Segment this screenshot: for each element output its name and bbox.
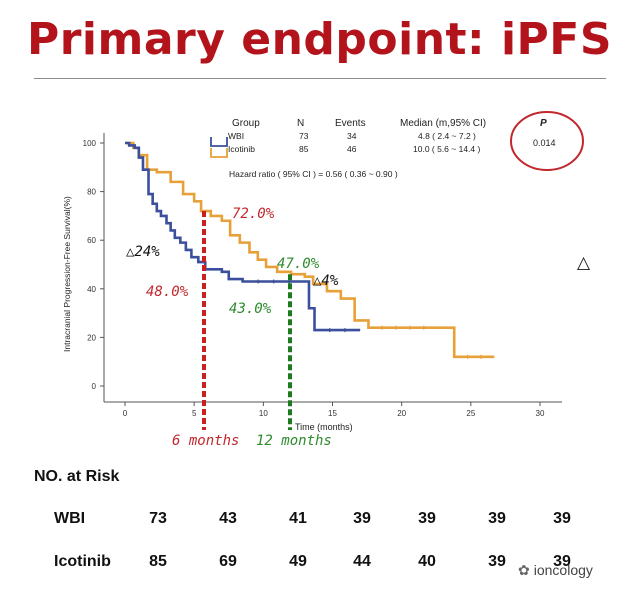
risk-value: 49: [289, 553, 307, 570]
y-tick-label: 100: [83, 139, 97, 148]
legend-icotinib-swatch: [210, 148, 228, 158]
risk-row-wbi: WBI 73 43 41 39 39 39 39: [0, 510, 639, 530]
delta-6m: △24%: [126, 244, 160, 260]
y-tick-label: 80: [87, 188, 96, 197]
wbi-survival-curve: [125, 141, 361, 332]
risk-value: 39: [488, 553, 506, 570]
title-divider: [34, 78, 606, 79]
y-tick-label: 0: [92, 382, 97, 391]
table-row-icotinib-group: Icotinib: [228, 144, 255, 154]
y-tick-label: 20: [87, 333, 96, 342]
wechat-icon: ✿: [518, 562, 530, 578]
stats-table: Group N Events Median (m,95% CI) P WBI 7…: [210, 111, 584, 179]
six-months-label: 6 months: [172, 433, 239, 449]
x-tick-label: 20: [397, 409, 406, 418]
table-header-median: Median (m,95% CI): [400, 118, 486, 129]
x-tick-label: 10: [259, 409, 268, 418]
x-tick-label: 5: [192, 409, 197, 418]
table-row-wbi-median: 4.8 ( 2.4 ~ 7.2 ): [418, 131, 476, 141]
risk-value: 73: [149, 510, 167, 527]
wbi-6m-value: 48.0%: [146, 284, 189, 300]
p-value-circle: [510, 111, 584, 171]
risk-value: 85: [149, 553, 167, 570]
table-row-wbi-n: 73: [299, 131, 309, 141]
y-tick-label: 60: [87, 236, 96, 245]
delta-12m: △4%: [313, 273, 339, 289]
risk-value: 69: [219, 553, 237, 570]
triangle-marker: △: [577, 253, 591, 273]
table-row-icotinib-median: 10.0 ( 5.6 ~ 14.4 ): [413, 144, 481, 154]
x-tick-label: 30: [536, 409, 545, 418]
table-row-icotinib-events: 46: [347, 144, 357, 154]
y-axis-label: Intracranial Progression-Free Survival(%…: [62, 196, 72, 352]
p-value: 0.014: [533, 138, 556, 148]
watermark: ✿ ioncology: [518, 562, 593, 579]
risk-row-label: Icotinib: [54, 553, 111, 570]
x-tick-label: 15: [328, 409, 337, 418]
table-header-n: N: [297, 118, 304, 129]
x-tick-label: 25: [466, 409, 475, 418]
risk-value: 43: [219, 510, 237, 527]
x-ticks: 0 5 10 15 20 25 30: [123, 402, 545, 418]
risk-value: 39: [418, 510, 436, 527]
twelve-months-label: 12 months: [256, 433, 332, 449]
icotinib-survival-curve: [125, 141, 495, 359]
table-row-icotinib-n: 85: [299, 144, 309, 154]
icotinib-6m-value: 72.0%: [232, 206, 275, 222]
risk-value: 40: [418, 553, 436, 570]
risk-table-heading: NO. at Risk: [34, 468, 120, 485]
table-row-wbi-group: WBI: [228, 131, 244, 141]
annotations: 72.0% 48.0% △24% 47.0% 43.0% △4% 6 month…: [126, 206, 339, 449]
risk-value: 41: [289, 510, 307, 527]
y-tick-label: 40: [87, 285, 96, 294]
table-header-group: Group: [232, 118, 260, 129]
table-header-p: P: [540, 118, 547, 129]
x-axis-label: Time (months): [295, 422, 353, 432]
risk-value: 39: [553, 553, 571, 570]
table-row-wbi-events: 34: [347, 131, 357, 141]
slide-title: Primary endpoint: iPFS: [26, 14, 613, 65]
watermark-text: ioncology: [533, 562, 593, 578]
risk-row-label: WBI: [54, 510, 86, 527]
legend-wbi-swatch: [210, 137, 228, 147]
censor-marks: [257, 279, 482, 359]
x-tick-label: 0: [123, 409, 128, 418]
hazard-ratio-text: Hazard ratio ( 95% CI ) = 0.56 ( 0.36 ~ …: [229, 169, 398, 179]
risk-value: 39: [488, 510, 506, 527]
risk-value: 44: [353, 553, 371, 570]
risk-value: 39: [353, 510, 371, 527]
wbi-12m-value: 43.0%: [229, 301, 272, 317]
risk-row-icotinib: Icotinib 85 69 49 44 40 39 39: [0, 553, 639, 573]
risk-value: 39: [553, 510, 571, 527]
icotinib-12m-value: 47.0%: [277, 256, 320, 272]
table-header-events: Events: [335, 118, 366, 129]
y-ticks: 0 20 40 60 80 100: [83, 139, 104, 391]
